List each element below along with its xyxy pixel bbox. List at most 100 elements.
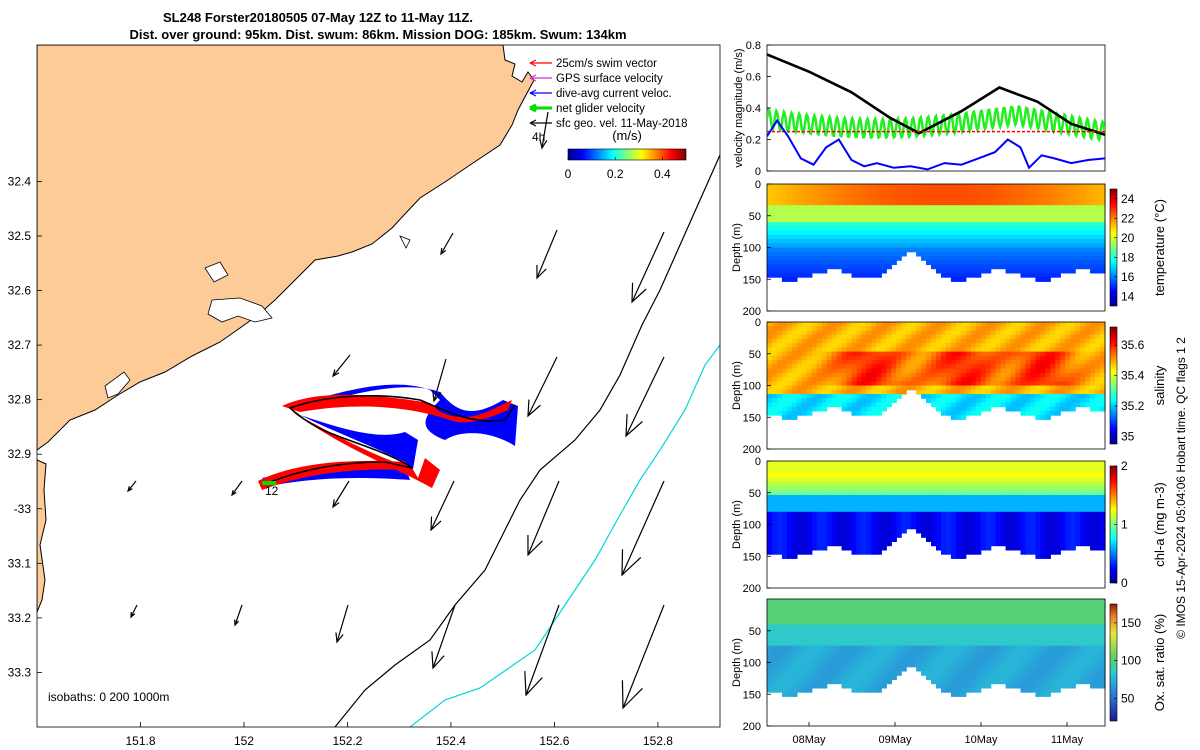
current-arrow (234, 604, 243, 627)
depth-tick: 50 (749, 626, 761, 638)
current-arrow (127, 480, 137, 493)
current-arrow (332, 480, 350, 509)
current-arrow (332, 354, 351, 378)
velocity-y-tick: 0 (755, 166, 761, 178)
current-arrow (430, 480, 455, 532)
colorbar-title: chl-a (mg m-3) (1152, 482, 1167, 567)
depth-tick: 100 (743, 381, 761, 393)
map-y-tick: 32.4 (8, 174, 32, 188)
lake-3 (104, 371, 131, 399)
colorbar-tick: 18 (1121, 250, 1135, 264)
map-y-tick: 33.1 (8, 556, 32, 570)
isobaths-label: isobaths: 0 200 1000m (48, 690, 169, 704)
track-start-label: 12 (265, 484, 279, 498)
velocity-lines (767, 53, 1105, 171)
map-y-tick: 32.8 (8, 393, 32, 407)
map-x-tick: 152.8 (643, 734, 673, 748)
current-swath (262, 464, 410, 485)
colorbar-tick: 35.4 (1121, 369, 1145, 383)
velocity-ticks: 0 0.2 0.4 0.6 0.8 (746, 40, 771, 178)
depth-tick: 150 (743, 551, 761, 563)
depth-tick: 150 (743, 689, 761, 701)
current-arrow (536, 229, 558, 280)
map-legend: 25cm/s swim vector GPS surface velocity di… (529, 58, 687, 181)
time-label: 4h (532, 130, 545, 144)
colorbar-title: Ox. sat. ratio (%) (1152, 614, 1167, 712)
depth-axis-label: Depth (m) (731, 638, 743, 687)
current-arrow (527, 356, 558, 418)
map-x-tick: 151.8 (125, 734, 155, 748)
net-glider-line (767, 104, 1105, 143)
map-x-tick: 152 (234, 734, 254, 748)
speed-colorbar (567, 148, 687, 161)
depth-tick: 100 (743, 520, 761, 532)
colorbar-tick: 0.4 (654, 167, 671, 181)
isobath-1000m (409, 344, 720, 727)
map-y-tick: 32.9 (8, 447, 32, 461)
velocity-y-tick: 0.6 (746, 72, 761, 84)
depth-axis-label: Depth (m) (731, 500, 743, 549)
map-y-tick: 32.7 (8, 338, 32, 352)
depth-tick: 50 (749, 488, 761, 500)
velocity-ylabel: velocity magnitude (m/s) (733, 48, 745, 167)
current-arrow (335, 604, 349, 644)
current-arrow (231, 480, 243, 497)
current-arrow (440, 232, 454, 256)
depth-tick: 0 (755, 456, 761, 468)
map-x-tick: 152.6 (539, 734, 569, 748)
current-arrow (631, 231, 665, 304)
current-arrow (527, 480, 560, 557)
colorbar-title: temperature (°C) (1152, 199, 1167, 296)
colorbar-tick: 1 (1121, 518, 1128, 532)
depth-tick: 50 (749, 349, 761, 361)
track-line (267, 394, 516, 484)
colorbar-tick: 16 (1121, 270, 1135, 284)
swim-swath (258, 460, 408, 490)
current-arrows (127, 111, 665, 710)
current-arrow (524, 604, 560, 697)
map-y-tick: -33 (14, 502, 32, 516)
current-arrow (431, 604, 456, 670)
map-y-tick: 33.2 (8, 611, 32, 625)
salinity-section: 0 50 100 150 200 Depth (m) 35 35.2 35.4 35.6 salin… (731, 317, 1167, 456)
depth-axis-label: Depth (m) (731, 361, 743, 410)
current-arrow (539, 111, 549, 150)
colorbar-tick: 2 (1121, 459, 1128, 473)
depth-tick: 150 (743, 412, 761, 424)
swim-swath (282, 394, 512, 423)
depth-tick: 50 (749, 211, 761, 223)
current-arrow (621, 480, 665, 577)
map-panel: 151.8 152 152.2 152.4 152.6 152.8 32.4 32.5 32.6… (8, 44, 721, 748)
depth-axis-label: Depth (m) (731, 223, 743, 272)
colorbar-tick: 0 (1121, 576, 1128, 590)
map-frame (36, 44, 721, 728)
date-tick: 08May (792, 734, 826, 746)
date-tick: 09May (878, 734, 912, 746)
legend-label: dive-avg current veloc. (556, 88, 672, 100)
colorbar-tick: 20 (1121, 231, 1135, 245)
current-arrow (625, 356, 665, 438)
current-arrow (130, 604, 138, 619)
credit-text: © IMOS 15-Apr-2024 05:04:06 Hobart time.… (1174, 337, 1188, 639)
current-arrow (432, 358, 447, 403)
velocity-panel: 0 0.2 0.4 0.6 0.8 velocity magnitude (m/s) (733, 40, 1106, 178)
depth-tick: 0 (755, 317, 761, 329)
current-swath (300, 415, 418, 475)
colorbar-tick: 50 (1121, 691, 1135, 705)
map-axis-ticks: 151.8 152 152.2 152.4 152.6 152.8 32.4 32.5 32.6… (8, 174, 674, 748)
glider-track (258, 384, 518, 490)
colorbar-tick: 22 (1121, 211, 1135, 225)
section-colorbar (1109, 188, 1118, 307)
map-x-tick: 152.4 (436, 734, 466, 748)
title-line-1: SL248 Forster20180505 07-May 12Z to 11-M… (163, 10, 473, 25)
legend-label: sfc geo. vel. 11-May-2018 (556, 118, 687, 130)
colorbar-tick: 24 (1121, 192, 1135, 206)
colorbar-tick: 35.2 (1121, 399, 1145, 413)
colorbar-tick: 0 (565, 167, 572, 181)
isobath-200m (334, 154, 720, 727)
map-x-tick: 152.2 (332, 734, 362, 748)
depth-tick: 200 (743, 444, 761, 456)
depth-tick: 200 (743, 583, 761, 595)
